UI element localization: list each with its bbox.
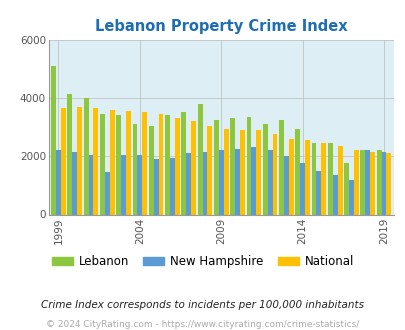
Bar [251, 148, 256, 214]
Bar [126, 111, 130, 214]
Bar [348, 180, 353, 214]
Bar [121, 155, 126, 214]
Bar [327, 143, 332, 214]
Bar [158, 114, 163, 214]
Bar [230, 118, 234, 214]
Bar [272, 134, 277, 214]
Bar [207, 126, 212, 214]
Bar [116, 115, 121, 214]
Bar [170, 158, 175, 214]
Bar [72, 152, 77, 214]
Bar [175, 118, 179, 214]
Bar [294, 128, 299, 214]
Bar [100, 114, 104, 214]
Bar [332, 175, 337, 214]
Bar [51, 66, 56, 214]
Bar [239, 130, 244, 214]
Bar [149, 126, 153, 214]
Title: Lebanon Property Crime Index: Lebanon Property Crime Index [95, 19, 347, 34]
Bar [191, 121, 196, 214]
Bar [218, 150, 223, 214]
Bar [369, 152, 374, 214]
Bar [213, 120, 218, 214]
Bar [104, 172, 109, 215]
Bar [299, 163, 304, 214]
Bar [109, 110, 114, 214]
Bar [181, 113, 186, 214]
Bar [132, 124, 137, 214]
Bar [186, 153, 191, 214]
Bar [137, 155, 142, 214]
Bar [83, 98, 88, 214]
Bar [77, 107, 82, 214]
Bar [234, 149, 239, 214]
Bar [67, 93, 72, 214]
Bar [202, 152, 207, 214]
Bar [311, 143, 316, 214]
Bar [337, 146, 342, 214]
Bar [262, 124, 267, 214]
Bar [61, 108, 66, 214]
Bar [360, 150, 364, 214]
Bar [88, 155, 93, 214]
Bar [283, 156, 288, 215]
Bar [197, 104, 202, 214]
Bar [93, 108, 98, 214]
Bar [165, 115, 170, 214]
Bar [386, 153, 390, 214]
Bar [153, 159, 158, 214]
Bar [381, 152, 386, 214]
Text: Crime Index corresponds to incidents per 100,000 inhabitants: Crime Index corresponds to incidents per… [41, 300, 364, 310]
Bar [256, 130, 260, 214]
Bar [267, 150, 272, 214]
Bar [56, 150, 61, 214]
Bar [316, 171, 321, 214]
Bar [142, 113, 147, 214]
Bar [376, 150, 381, 214]
Bar [288, 139, 293, 214]
Text: © 2024 CityRating.com - https://www.cityrating.com/crime-statistics/: © 2024 CityRating.com - https://www.city… [46, 319, 359, 329]
Bar [353, 150, 358, 214]
Bar [246, 117, 251, 214]
Bar [364, 150, 369, 214]
Bar [343, 163, 348, 214]
Bar [304, 140, 309, 214]
Bar [223, 128, 228, 214]
Bar [278, 120, 283, 214]
Bar [321, 143, 326, 214]
Legend: Lebanon, New Hampshire, National: Lebanon, New Hampshire, National [47, 250, 358, 273]
